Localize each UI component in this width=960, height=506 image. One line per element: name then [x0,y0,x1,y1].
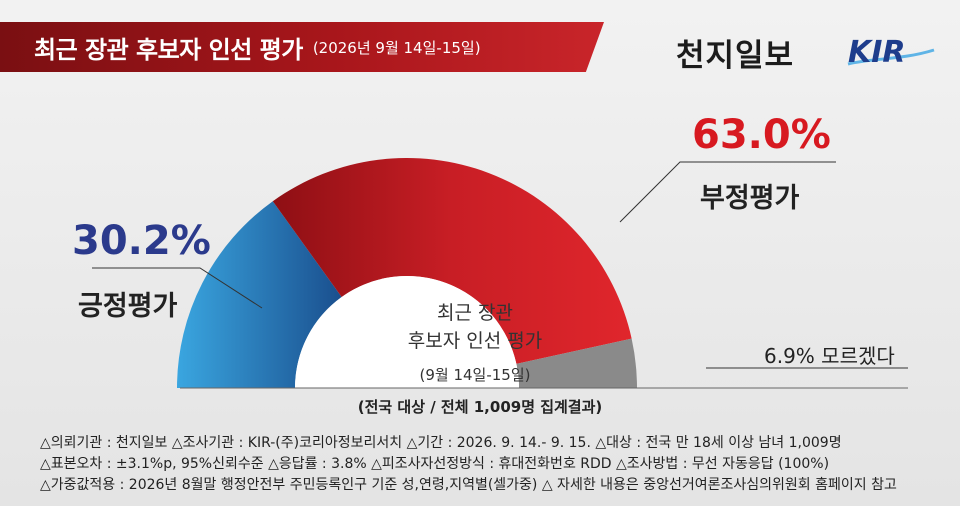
center-period: (9월 14일-15일) [419,366,531,384]
negative-label: 부정평가 [700,183,800,214]
negative-value: 63.0% [692,112,831,158]
base-note: (전국 대상 / 전체 1,009명 집계결과) [357,398,603,416]
segment-unknown [516,338,637,388]
center-title-line1: 최근 장관 [437,302,513,324]
donut-hole [295,276,519,388]
footnote-line-3: △가중값적용 : 2026년 8월말 행정안전부 주민등록인구 기준 성,연령,… [40,477,897,493]
footnote-line-1: △의뢰기관 : 천지일보 △조사기관 : KIR-(주)코리아정보리서치 △기간… [40,435,842,451]
brand-name: 천지일보 [676,38,795,74]
segment-positive [177,201,342,388]
footnote-line-2: △표본오차 : ±3.1%p, 95%신뢰수준 △응답률 : 3.8% △피조사… [40,456,830,472]
positive-label: 긍정평가 [78,291,178,322]
page-subtitle: (2026년 9월 14일-15일) [312,38,481,57]
kir-logo: KIR [847,35,935,70]
kir-logo-text: KIR [848,35,906,70]
segment-negative [272,158,632,364]
center-title-line2: 후보자 인선 평가 [407,330,543,352]
leader-positive [92,267,263,309]
positive-value: 30.2% [72,218,211,264]
unknown-label: 6.9% 모르겠다 [764,344,895,368]
title-bar: 최근 장관 후보자 인선 평가 (2026년 9월 14일-15일) [0,22,604,72]
leader-negative [619,161,836,223]
page-title: 최근 장관 후보자 인선 평가 [34,35,303,64]
